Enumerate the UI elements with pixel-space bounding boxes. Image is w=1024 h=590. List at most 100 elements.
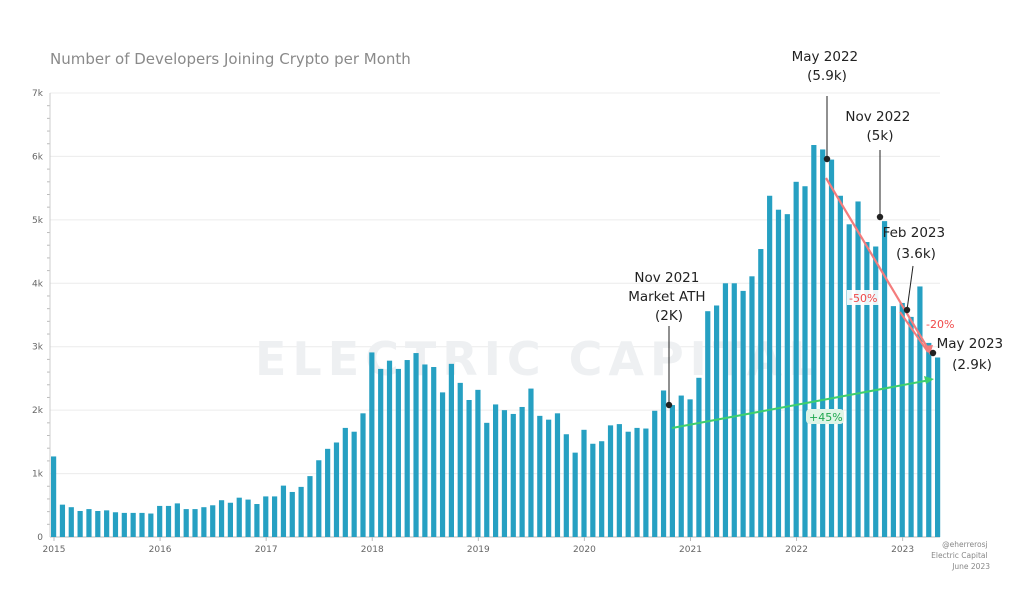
- y-tick-label: 6k: [32, 152, 44, 162]
- y-tick-label: 3k: [32, 343, 44, 353]
- may2023-dot: [929, 349, 937, 357]
- bar: [519, 406, 525, 537]
- bar: [899, 302, 905, 537]
- bar: [572, 452, 578, 537]
- bar: [165, 505, 172, 537]
- bars: [51, 145, 941, 538]
- bar: [139, 512, 145, 537]
- growth-label-bg: [806, 409, 844, 424]
- x-tick-label: 2016: [149, 545, 172, 555]
- annotation-feb-2023: Feb 2023 (3.6k): [883, 225, 950, 262]
- bar: [669, 405, 675, 537]
- bar: [254, 504, 260, 537]
- bar: [828, 159, 835, 537]
- bar: [183, 509, 189, 537]
- bar: [784, 214, 790, 538]
- y-tick-label: 5k: [32, 216, 44, 226]
- bar: [289, 491, 295, 537]
- bar: [210, 505, 216, 537]
- bar: [51, 456, 57, 537]
- bar: [59, 504, 66, 537]
- decline-trend-line: [825, 177, 931, 353]
- bar: [112, 512, 119, 537]
- y-tick-label: 7k: [32, 89, 44, 99]
- y-axis: 0 1k 2k 3k 4k 5k 6k 7k: [32, 89, 51, 543]
- bar: [466, 399, 472, 537]
- bar: [908, 316, 914, 537]
- bar: [855, 201, 861, 537]
- bar: [369, 352, 375, 537]
- watermark: ELECTRIC CAPITAL: [255, 332, 824, 386]
- bar: [263, 496, 269, 537]
- bar: [546, 419, 552, 537]
- bar: [245, 499, 251, 537]
- bar: [678, 395, 684, 537]
- bar: [157, 505, 163, 537]
- bar: [926, 342, 932, 537]
- bar: [643, 428, 649, 537]
- bar: [837, 195, 843, 538]
- x-tick-label: 2018: [361, 545, 384, 555]
- bar: [236, 497, 242, 537]
- bar: [722, 283, 729, 537]
- bar: [422, 364, 428, 537]
- bar: [386, 360, 393, 537]
- y-tick-label: 2k: [32, 406, 44, 416]
- bar: [218, 500, 225, 537]
- bar: [731, 283, 737, 537]
- bar: [475, 389, 481, 537]
- bar: [590, 443, 596, 537]
- annotation-nov-2022: Nov 2022 (5k): [845, 109, 914, 144]
- bar: [86, 509, 92, 537]
- bar: [714, 305, 720, 537]
- bar: [325, 448, 331, 537]
- may2022-dot: [823, 155, 831, 163]
- bar: [316, 460, 322, 537]
- decline-20-label: -20%: [926, 318, 954, 331]
- nov2022-dot: [876, 213, 884, 221]
- bar: [457, 382, 463, 537]
- bar: [749, 276, 755, 537]
- bar: [873, 246, 879, 538]
- bar: [581, 429, 587, 537]
- credit: @eherrerosj Electric Capital June 2023: [931, 540, 990, 571]
- bar: [298, 486, 304, 537]
- x-tick-label: 2022: [785, 545, 808, 555]
- bar: [935, 357, 941, 537]
- bar: [227, 502, 233, 537]
- bar: [333, 442, 340, 537]
- chart-title: Number of Developers Joining Crypto per …: [50, 50, 411, 68]
- bar: [554, 413, 561, 537]
- bar: [820, 149, 826, 538]
- bar: [625, 431, 631, 537]
- bar: [280, 485, 287, 537]
- bar: [431, 367, 437, 537]
- bar: [121, 512, 127, 537]
- bar: [660, 390, 667, 537]
- bar: [510, 413, 516, 537]
- bar: [130, 512, 136, 537]
- x-axis: 2015 2016 2017 2018 2019 2020 2021 2022 2023: [43, 537, 914, 555]
- bar: [77, 510, 83, 537]
- bar: [493, 404, 499, 537]
- x-tick-label: 2023: [891, 545, 914, 555]
- y-tick-label: 1k: [32, 470, 44, 480]
- bar: [881, 221, 888, 537]
- bar: [307, 476, 313, 537]
- bar: [95, 510, 101, 537]
- bar: [758, 249, 764, 537]
- bar: [616, 424, 622, 537]
- bar: [484, 422, 490, 537]
- bar: [342, 427, 348, 537]
- bar: [537, 415, 543, 537]
- bar: [687, 399, 693, 537]
- annotation-nov-2021: Nov 2021 Market ATH (2K): [628, 270, 710, 324]
- bar: [775, 209, 782, 538]
- bar: [272, 496, 278, 537]
- growth-45-label: +45%: [809, 411, 843, 424]
- bar: [917, 286, 923, 537]
- growth-arrow-head: [924, 376, 934, 384]
- bar: [652, 410, 658, 537]
- bar: [705, 311, 711, 537]
